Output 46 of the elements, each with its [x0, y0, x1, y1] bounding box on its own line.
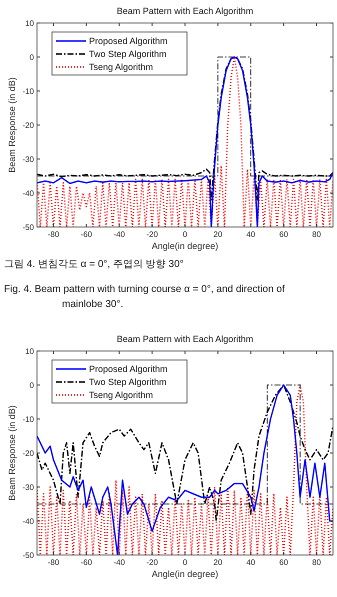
y-tick-label: -10 [22, 415, 35, 424]
y-tick-label: 10 [25, 347, 35, 356]
x-tick-label: -80 [48, 230, 60, 239]
x-tick-label: -40 [113, 558, 126, 567]
y-tick-label: 0 [30, 53, 35, 62]
chart-title: Beam Pattern with Each Algorithm [116, 334, 254, 344]
legend-label: Two Step Algorithm [89, 377, 167, 387]
legend-label: Two Step Algorithm [89, 49, 167, 59]
x-tick-label: -60 [80, 558, 93, 567]
y-tick-label: -40 [22, 189, 35, 198]
x-tick-label: 40 [246, 558, 256, 567]
x-axis-title: Angle(in degree) [152, 241, 218, 251]
legend-label: Proposed Algorithm [89, 36, 168, 46]
x-tick-label: 0 [182, 558, 188, 567]
x-tick-label: 60 [279, 558, 289, 567]
legend-label: Tseng Algorithm [89, 390, 154, 400]
x-tick-label: 80 [312, 558, 322, 567]
x-tick-label: 80 [312, 230, 322, 239]
x-tick-label: 0 [182, 230, 188, 239]
y-tick-label: -20 [22, 121, 35, 130]
y-tick-label: 0 [30, 381, 35, 390]
caption: 그림 4. 변침각도 α = 0°, 주엽의 방향 30° [4, 259, 184, 270]
y-tick-label: -50 [22, 223, 35, 232]
x-tick-label: -40 [113, 230, 126, 239]
y-tick-label: -30 [22, 155, 35, 164]
x-tick-label: -20 [146, 558, 158, 567]
y-tick-label: -50 [22, 551, 35, 560]
y-tick-label: -10 [22, 87, 35, 96]
chart-title: Beam Pattern with Each Algorithm [116, 6, 254, 16]
y-axis-title: Beam Response (in dB) [7, 77, 17, 173]
caption: Fig. 4. Beam pattern with turning course α = 0°, and direction of mainlobe 30°. [4, 284, 285, 310]
y-tick-label: 10 [25, 19, 35, 28]
x-tick-label: 20 [213, 558, 223, 567]
y-tick-label: -40 [22, 517, 35, 526]
x-tick-label: 20 [213, 230, 223, 239]
legend-label: Proposed Algorithm [89, 364, 168, 374]
y-tick-label: -20 [22, 449, 35, 458]
x-tick-label: -60 [80, 230, 93, 239]
legend-label: Tseng Algorithm [89, 62, 154, 72]
x-axis-title: Angle(in degree) [152, 569, 218, 579]
x-tick-label: -80 [48, 558, 60, 567]
x-tick-label: 40 [246, 230, 256, 239]
x-tick-label: -20 [146, 230, 158, 239]
x-tick-label: 60 [279, 230, 289, 239]
y-axis-title: Beam Response (in dB) [7, 405, 17, 501]
y-tick-label: -30 [22, 483, 35, 492]
